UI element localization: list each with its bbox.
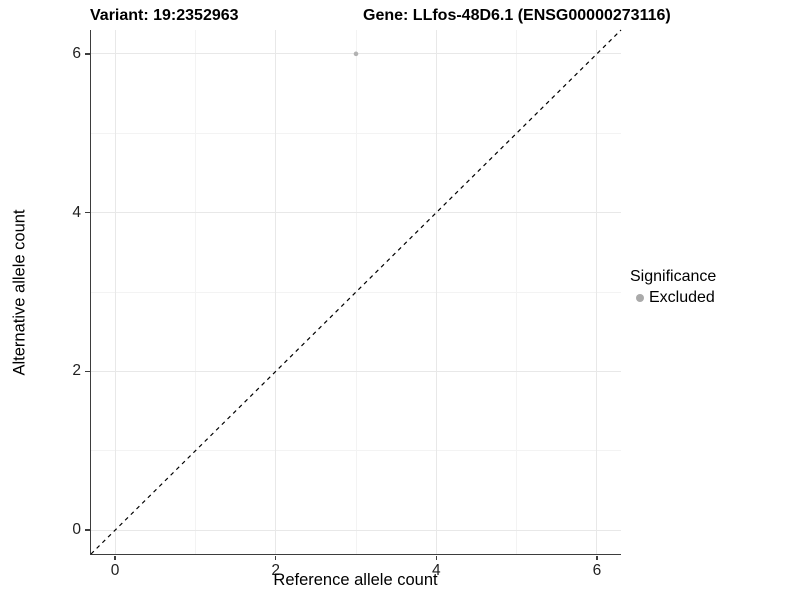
y-axis-title: Alternative allele count xyxy=(10,208,29,376)
grid-minor-horizontal xyxy=(91,291,621,293)
x-tick-mark xyxy=(114,555,116,560)
grid-minor-horizontal xyxy=(91,450,621,452)
x-tick-mark xyxy=(274,555,277,560)
grid-major-horizontal xyxy=(91,529,621,531)
variant-title: Variant: 19:2352963 xyxy=(90,7,239,24)
gene-title: Gene: LLfos-48D6.1 (ENSG00000273116) xyxy=(363,7,671,24)
grid-major-horizontal xyxy=(91,370,621,372)
x-tick-label: 6 xyxy=(592,562,602,579)
grid-major-vertical xyxy=(435,30,437,554)
grid-major-vertical xyxy=(275,30,277,554)
legend-title: Significance xyxy=(630,268,717,285)
legend-item-excluded: Excluded xyxy=(636,289,716,307)
y-axis-title-wrap: Alternative allele count xyxy=(6,30,34,554)
x-tick-label: 2 xyxy=(271,562,280,579)
grid-major-horizontal xyxy=(91,212,621,214)
x-tick-mark xyxy=(435,555,438,560)
y-tick-label: 2 xyxy=(72,362,81,380)
legend: Significance Excluded xyxy=(630,268,716,307)
y-tick-mark xyxy=(85,370,90,373)
x-tick-label: 4 xyxy=(431,562,441,579)
plot-canvas xyxy=(90,29,622,555)
plot-panel: 0 2 4 6 0 2 4 6 xyxy=(72,29,622,579)
grid-minor-horizontal xyxy=(91,132,621,134)
x-axis-title: Reference allele count xyxy=(273,571,438,589)
y-tick-label: 6 xyxy=(72,44,81,62)
x-tick-label: 0 xyxy=(110,562,120,579)
x-tick-mark xyxy=(596,555,598,560)
y-tick-mark xyxy=(85,529,90,531)
legend-point-icon xyxy=(636,294,644,302)
y-tick-label: 4 xyxy=(72,203,81,221)
y-tick-label: 0 xyxy=(72,521,81,539)
data-point-excluded xyxy=(353,51,359,57)
y-tick-mark xyxy=(85,211,90,214)
legend-item-label: Excluded xyxy=(649,289,715,306)
grid-major-vertical xyxy=(114,30,116,554)
y-tick-mark xyxy=(85,53,90,55)
grid-major-vertical xyxy=(596,30,598,554)
identity-reference-line xyxy=(90,29,622,555)
